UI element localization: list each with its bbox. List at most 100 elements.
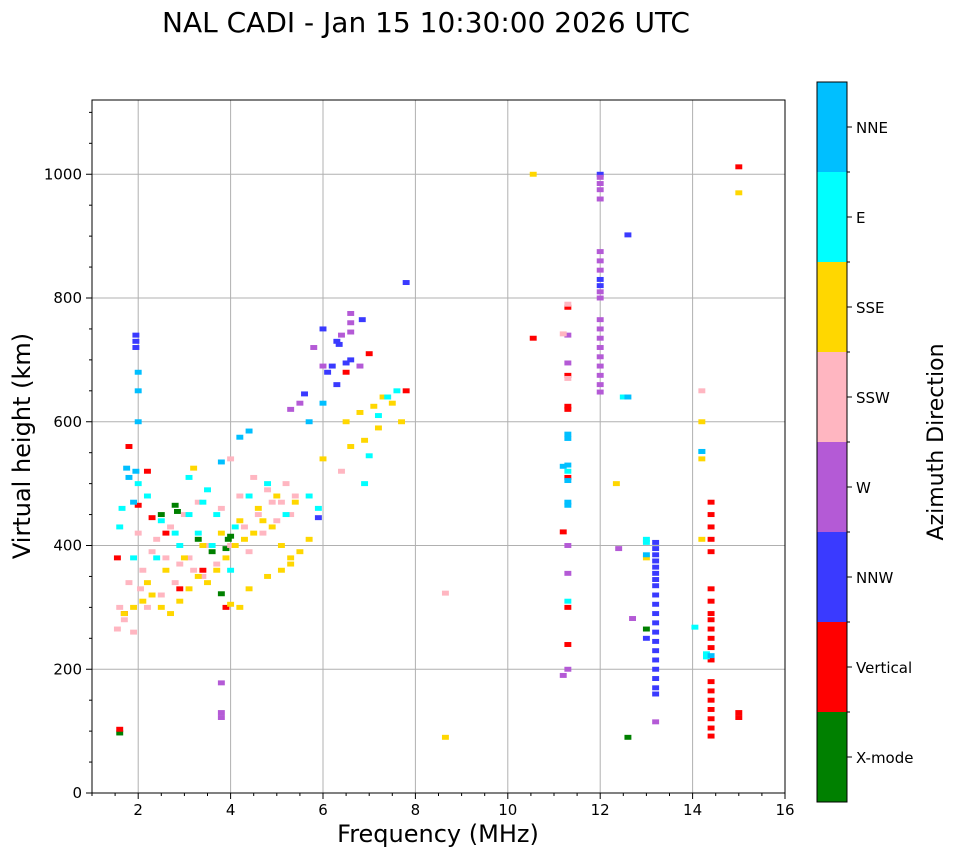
data-point-nne <box>134 419 142 425</box>
data-point-sse <box>277 543 285 548</box>
y-axis-label: Virtual height (km) <box>8 333 36 559</box>
x-tick-label: 8 <box>411 801 421 819</box>
data-point-w <box>338 332 345 338</box>
data-point-ssw <box>137 586 144 592</box>
data-point-vertical <box>342 369 350 375</box>
data-point-e <box>264 481 272 487</box>
data-point-nnw <box>642 635 650 641</box>
data-point-ssw <box>194 499 202 505</box>
data-point-vertical <box>707 635 715 641</box>
data-point-ssw <box>559 331 567 337</box>
data-point-nnw <box>132 332 140 338</box>
data-point-ssw <box>254 512 262 518</box>
data-point-sse <box>291 499 299 505</box>
data-point-ssw <box>134 530 142 536</box>
data-point-w <box>296 400 304 406</box>
data-point-w <box>356 363 364 369</box>
data-point-w <box>596 317 604 323</box>
data-point-sse <box>374 425 382 431</box>
data-point-w <box>596 335 604 341</box>
data-point-nnw <box>132 338 140 344</box>
data-point-sse <box>148 592 156 598</box>
data-point-sse <box>698 456 706 462</box>
data-point-sse <box>250 530 258 536</box>
data-point-e <box>227 567 235 573</box>
data-point-sse <box>236 518 244 524</box>
data-point-vertical <box>176 586 184 592</box>
data-point-ssw <box>162 555 170 561</box>
data-point-sse <box>287 561 295 567</box>
data-point-e <box>361 481 369 487</box>
data-point-w <box>564 570 572 576</box>
data-point-nnw <box>333 338 341 344</box>
data-point-nnw <box>652 648 660 654</box>
data-point-w <box>287 406 295 412</box>
data-point-nnw <box>328 363 336 369</box>
data-point-nne <box>642 552 650 558</box>
data-point-nnw <box>652 691 660 697</box>
data-point-vertical <box>148 515 156 521</box>
data-point-ssw <box>153 536 161 542</box>
data-point-sse <box>180 555 188 561</box>
data-point-w <box>564 360 572 366</box>
data-point-ssw <box>120 617 128 623</box>
data-point-e <box>642 536 650 542</box>
data-point-ssw <box>157 592 165 598</box>
data-point-e <box>245 493 253 499</box>
data-point-w <box>347 320 355 326</box>
data-point-nnw <box>652 592 660 598</box>
data-point-sse <box>162 567 170 573</box>
data-point-e <box>374 413 382 419</box>
data-point-sse <box>130 604 138 610</box>
data-point-vertical <box>116 726 124 732</box>
data-point-x-mode <box>227 533 235 539</box>
data-point-nne <box>123 465 131 471</box>
data-point-ssw <box>273 518 281 524</box>
data-point-nne <box>134 369 142 375</box>
data-point-x-mode <box>222 546 230 552</box>
data-point-nnw <box>652 611 660 617</box>
data-point-vertical <box>707 512 715 518</box>
data-point-w <box>596 382 604 388</box>
colorbar-swatch <box>817 352 847 442</box>
data-point-nne <box>564 462 572 468</box>
data-point-nnw <box>596 276 604 282</box>
data-point-nne <box>245 428 253 434</box>
data-point-sse <box>240 536 248 542</box>
data-point-ssw <box>441 590 449 596</box>
data-point-vertical <box>707 688 715 694</box>
data-point-sse <box>273 493 281 499</box>
data-point-nne <box>564 499 572 505</box>
data-point-ssw <box>282 481 290 487</box>
data-point-ssw <box>264 487 272 493</box>
data-point-ssw <box>338 468 345 474</box>
data-point-sse <box>342 419 350 425</box>
data-point-sse <box>222 555 230 561</box>
data-point-vertical <box>564 372 572 378</box>
data-point-e <box>185 474 193 480</box>
data-point-e <box>143 493 151 499</box>
data-point-ssw <box>564 301 572 307</box>
data-point-nne <box>130 499 138 505</box>
data-point-nnw <box>324 369 332 375</box>
data-point-ssw <box>287 512 295 518</box>
data-point-sse <box>194 573 202 579</box>
data-point-sse <box>190 465 198 471</box>
data-point-e <box>691 624 699 630</box>
data-point-w <box>559 672 567 678</box>
data-point-vertical <box>707 706 715 712</box>
y-tick-label: 400 <box>53 537 82 555</box>
data-point-w <box>596 363 604 369</box>
data-point-ssw <box>180 512 188 518</box>
data-point-vertical <box>564 604 572 610</box>
data-point-e <box>314 505 322 511</box>
data-point-x-mode <box>171 502 179 508</box>
data-point-vertical <box>199 567 207 573</box>
data-point-nne <box>564 431 572 437</box>
data-point-ssw <box>698 388 706 394</box>
data-point-nnw <box>652 620 660 626</box>
y-axis-ticks: 0 200 400 600 800 1000 <box>44 111 92 802</box>
data-point-ssw <box>240 524 248 530</box>
data-point-w <box>596 295 604 301</box>
data-point-sse <box>245 586 253 592</box>
